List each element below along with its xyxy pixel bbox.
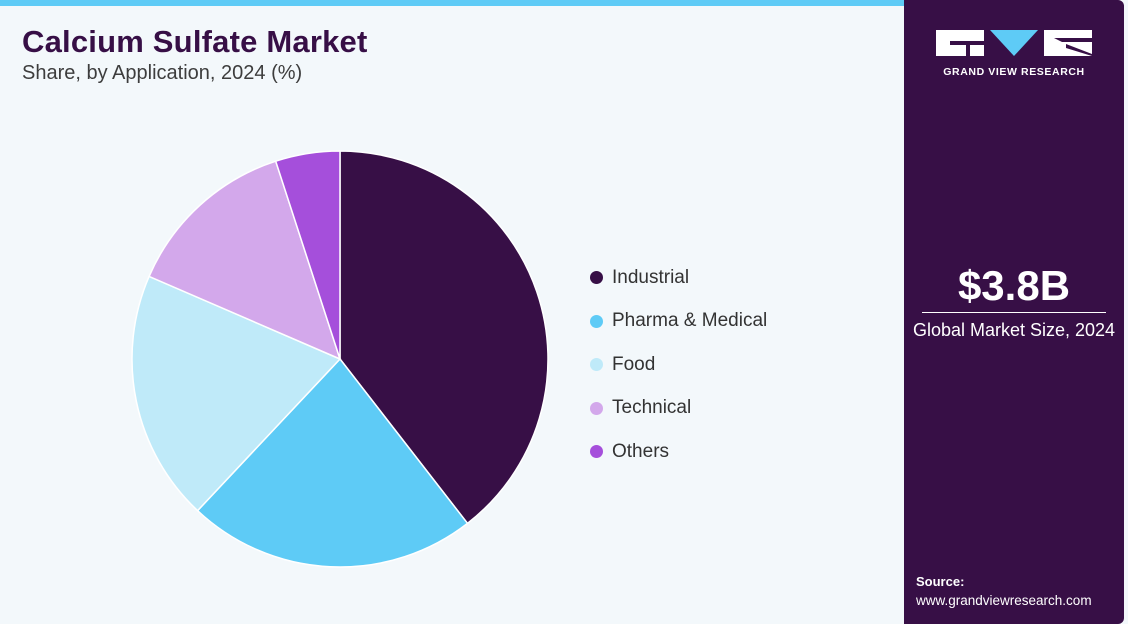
source-url: www.grandviewresearch.com — [916, 593, 1092, 608]
market-size-label: Global Market Size, 2024 — [912, 320, 1116, 340]
source-label: Source: — [916, 574, 965, 589]
accent-bar — [0, 0, 904, 6]
pie-chart — [131, 150, 549, 568]
legend-item-industrial: Industrial — [590, 256, 767, 300]
legend-label: Food — [612, 353, 656, 375]
side-panel: GRAND VIEW RESEARCH $3.8B Global Market … — [904, 0, 1124, 624]
legend-label: Technical — [612, 397, 692, 419]
legend-swatch-icon — [590, 401, 603, 415]
legend-item-pharma-medical: Pharma & Medical — [590, 300, 767, 344]
chart-legend: Industrial Pharma & Medical Food Technical O… — [590, 256, 767, 474]
legend-label: Industrial — [612, 266, 690, 288]
legend-swatch-icon — [590, 445, 603, 459]
legend-label: Others — [612, 440, 670, 462]
pie-slice-pharma-medical — [196, 357, 469, 568]
pie-slice-others — [274, 150, 341, 360]
legend-swatch-icon — [590, 271, 603, 285]
chart-subtitle: Share, by Application, 2024 (%) — [22, 62, 303, 84]
market-size-value: $3.8B — [957, 262, 1071, 309]
legend-swatch-icon — [590, 358, 603, 372]
brand-logo: GRAND VIEW RESEARCH — [936, 28, 1092, 78]
pie-slice-food — [131, 275, 342, 512]
gvr-logo-icon — [936, 30, 1092, 56]
chart-title: Calcium Sulfate Market — [22, 24, 368, 59]
legend-item-others: Others — [590, 430, 767, 474]
divider — [922, 312, 1106, 313]
brand-name: GRAND VIEW RESEARCH — [943, 66, 1085, 78]
legend-item-technical: Technical — [590, 387, 767, 431]
legend-label: Pharma & Medical — [612, 310, 768, 332]
legend-swatch-icon — [590, 314, 603, 328]
pie-slice-technical — [148, 160, 342, 361]
pie-slice-industrial — [339, 150, 549, 525]
legend-item-food: Food — [590, 343, 767, 387]
